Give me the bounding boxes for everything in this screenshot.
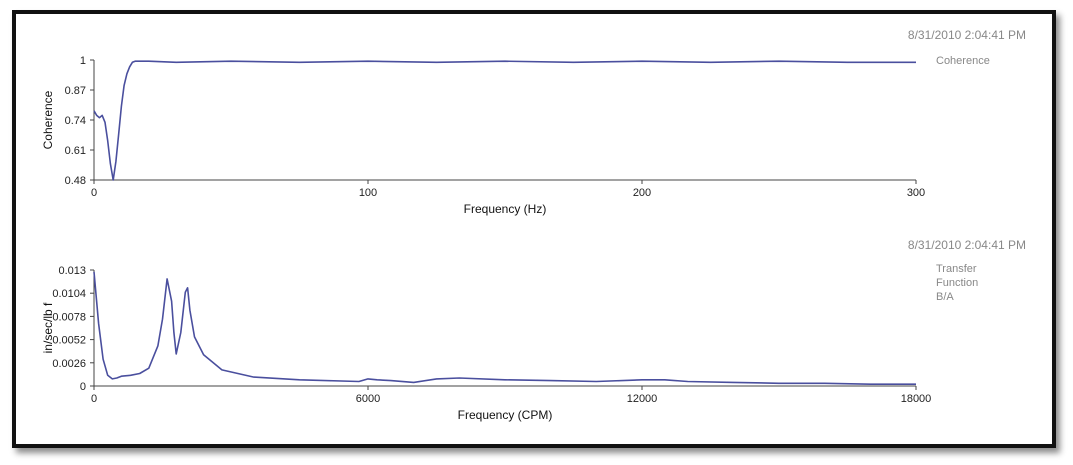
transfer-y-axis-label: in/sec/lb f xyxy=(41,302,55,353)
coherence-x-tick-label: 0 xyxy=(91,187,97,199)
transfer-legend-entry: B/A xyxy=(936,291,954,303)
transfer-y-tick-label: 0 xyxy=(80,381,86,393)
charts-canvas: 0.48 0.61 0.74 0.87 1 0 100 200 300 Frequency (Hz… xyxy=(41,28,1026,422)
transfer-y-tick-label: 0.0052 xyxy=(52,335,86,347)
transfer-x-tick-label: 6000 xyxy=(356,393,380,405)
coherence-y-tick-label: 0.74 xyxy=(65,115,86,127)
coherence-legend-entry: Coherence xyxy=(936,55,990,67)
coherence-x-tick-label: 100 xyxy=(359,187,377,199)
transfer-y-tick-label: 0.0026 xyxy=(52,358,86,370)
transfer-legend-entry: Transfer xyxy=(936,263,977,275)
transfer-y-tick-label: 0.0104 xyxy=(52,288,86,300)
transfer-y-tick-label: 0.0078 xyxy=(52,311,86,323)
transfer-x-tick-label: 12000 xyxy=(627,393,658,405)
transfer-legend-entry: Function xyxy=(936,277,978,289)
coherence-series-line xyxy=(93,60,916,181)
coherence-x-axis-label: Frequency (Hz) xyxy=(464,202,547,216)
transfer-x-tick-label: 0 xyxy=(91,393,97,405)
coherence-x-tick-label: 300 xyxy=(907,187,925,199)
coherence-timestamp: 8/31/2010 2:04:41 PM xyxy=(908,28,1026,42)
transfer-x-tick-label: 18000 xyxy=(901,393,932,405)
coherence-y-tick-label: 0.61 xyxy=(65,145,86,157)
transfer-series-line xyxy=(93,271,916,386)
coherence-y-tick-label: 0.48 xyxy=(65,175,86,187)
coherence-y-tick-label: 0.87 xyxy=(65,85,86,97)
coherence-x-tick-label: 200 xyxy=(633,187,651,199)
transfer-y-tick-label: 0.013 xyxy=(58,265,86,277)
transfer-timestamp: 8/31/2010 2:04:41 PM xyxy=(908,238,1026,252)
coherence-y-axis-label: Coherence xyxy=(41,90,55,149)
chart-frame: 0.48 0.61 0.74 0.87 1 0 100 200 300 Frequency (Hz… xyxy=(12,10,1056,448)
coherence-y-tick-label: 1 xyxy=(80,55,86,67)
transfer-x-axis-label: Frequency (CPM) xyxy=(458,408,553,422)
